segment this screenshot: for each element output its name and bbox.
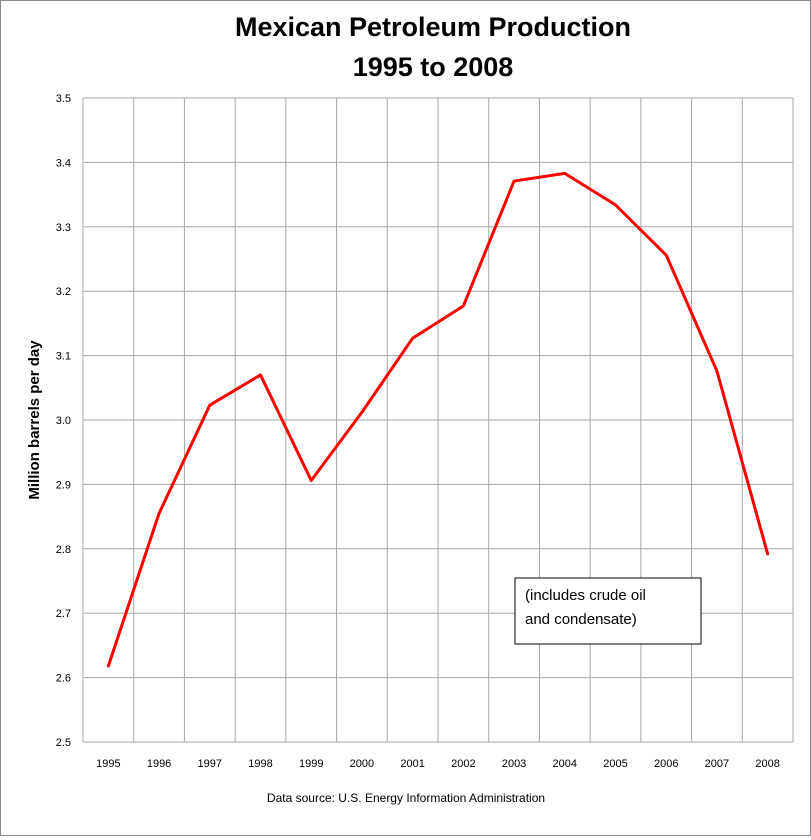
y-tick-label: 3.5: [56, 93, 71, 105]
y-tick-label: 2.8: [56, 544, 71, 556]
x-tick-label: 1996: [147, 758, 171, 770]
x-tick-label: 1998: [248, 758, 272, 770]
data-point: [259, 373, 262, 376]
y-tick-label: 2.7: [56, 608, 71, 620]
data-point: [158, 512, 161, 515]
data-series: [106, 171, 770, 668]
annotation-line-1: (includes crude oil: [525, 587, 646, 604]
production-series-line: [106, 171, 770, 668]
chart-title-line-2: 1995 to 2008: [353, 52, 514, 82]
y-tick-label: 3.3: [56, 222, 71, 234]
chart-title-line-1: Mexican Petroleum Production: [235, 12, 631, 42]
data-point: [665, 254, 668, 257]
annotation-frame: [514, 577, 702, 645]
y-tick-labels: 2.5 2.6 2.7 2.8 2.9 3.0 3.1 3.2 3.3 3.4 3.5: [56, 93, 71, 749]
x-tick-label: 2000: [350, 758, 374, 770]
y-axis-label: Million barrels per day: [26, 340, 43, 500]
y-tick-label: 3.4: [56, 157, 71, 169]
data-point: [208, 404, 211, 407]
x-tick-label: 2003: [502, 758, 526, 770]
y-tick-label: 3.0: [56, 415, 71, 427]
x-tick-labels: 1995 1996 1997 1998 1999 2000 2001 2002 2003 2004…: [96, 758, 780, 770]
y-tick-label: 3.1: [56, 351, 71, 363]
data-point: [310, 479, 313, 482]
x-tick-label: 2002: [451, 758, 475, 770]
data-source-note: Data source: U.S. Energy Information Adm…: [267, 791, 545, 805]
x-tick-label: 2007: [705, 758, 729, 770]
x-tick-label: 2008: [755, 758, 779, 770]
x-tick-label: 1997: [198, 758, 222, 770]
data-point: [563, 172, 566, 175]
data-point: [411, 337, 414, 340]
y-tick-label: 2.9: [56, 479, 71, 491]
data-point: [360, 411, 363, 414]
annotation-box: (includes crude oil and condensate): [514, 577, 702, 645]
y-tick-label: 3.2: [56, 286, 71, 298]
x-tick-label: 2005: [603, 758, 627, 770]
x-tick-label: 2001: [400, 758, 424, 770]
x-tick-label: 2004: [553, 758, 577, 770]
data-point: [513, 180, 516, 183]
y-tick-label: 2.5: [56, 737, 71, 749]
data-point: [462, 305, 465, 308]
data-point: [107, 665, 110, 668]
data-point: [715, 370, 718, 373]
data-point: [614, 203, 617, 206]
x-tick-label: 1995: [96, 758, 120, 770]
annotation-line-2: and condensate): [525, 611, 637, 628]
x-tick-label: 1999: [299, 758, 323, 770]
y-tick-label: 2.6: [56, 673, 71, 685]
x-tick-label: 2006: [654, 758, 678, 770]
grid-lines: [82, 97, 794, 743]
data-point: [766, 552, 769, 555]
